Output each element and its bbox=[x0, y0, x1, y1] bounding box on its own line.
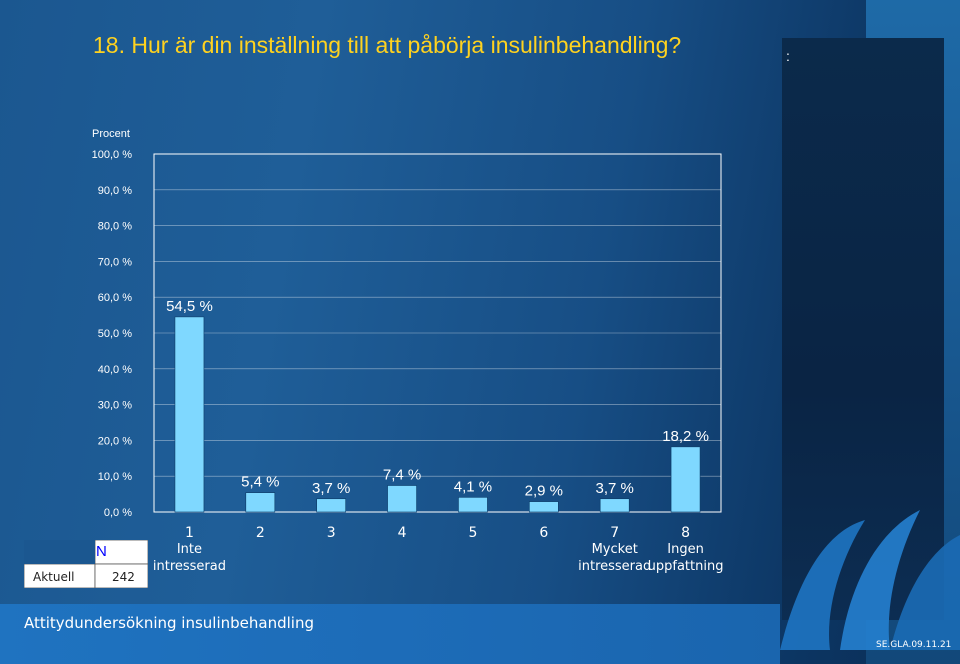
y-tick-label: 0,0 % bbox=[104, 507, 132, 519]
data-label: 54,5 % bbox=[166, 298, 213, 315]
y-axis-title: Procent bbox=[92, 128, 130, 140]
x-tick-label: 1 bbox=[185, 525, 194, 541]
y-tick-label: 100,0 % bbox=[92, 149, 133, 161]
x-tick-label: 2 bbox=[256, 525, 265, 541]
x-tick-label: 3 bbox=[327, 525, 336, 541]
bars bbox=[174, 316, 701, 513]
y-tick-label: 70,0 % bbox=[98, 256, 132, 268]
data-label: 3,7 % bbox=[596, 480, 634, 497]
x-tick-label: 8 bbox=[681, 525, 690, 541]
n-table-header: N bbox=[96, 543, 107, 560]
bar bbox=[316, 498, 346, 513]
x-tick-labels: 1 2 3 4 5 6 7 8 bbox=[185, 525, 690, 541]
y-tick-label: 30,0 % bbox=[98, 400, 132, 412]
x-tick-label: 5 bbox=[468, 525, 477, 541]
decorative-petals bbox=[780, 510, 960, 650]
y-tick-label: 40,0 % bbox=[98, 364, 132, 376]
footer-title: Attitydundersökning insulinbehandling bbox=[24, 614, 314, 632]
data-label: 18,2 % bbox=[662, 428, 709, 445]
x-tick-sublabel: Mycket intresserad bbox=[578, 542, 651, 574]
data-label: 5,4 % bbox=[241, 474, 279, 491]
x-tick-label: 7 bbox=[610, 525, 619, 541]
data-label: 4,1 % bbox=[454, 478, 492, 495]
y-tick-label: 90,0 % bbox=[98, 185, 132, 197]
x-tick-label: 4 bbox=[398, 525, 407, 541]
x-tick-label: 6 bbox=[539, 525, 548, 541]
bar bbox=[174, 316, 205, 513]
footer-code: SE.GLA.09.11.21 bbox=[876, 640, 952, 650]
y-tick-label: 20,0 % bbox=[98, 435, 132, 447]
bar bbox=[670, 446, 701, 513]
y-tick-labels: 0,0 % 10,0 % 20,0 % 30,0 % 40,0 % 50,0 % 60,0 … bbox=[92, 149, 133, 519]
data-labels: 54,5 % 5,4 % 3,7 % 7,4 % 4,1 % 2,9 % 3,7 % 18,2… bbox=[166, 298, 709, 500]
x-tick-sublabel: Inte intresserad bbox=[153, 542, 226, 574]
footer-bar bbox=[0, 604, 780, 664]
y-tick-label: 60,0 % bbox=[98, 292, 132, 304]
bar bbox=[245, 492, 276, 513]
corner-mark: : bbox=[786, 48, 790, 64]
plot-frame bbox=[153, 153, 722, 513]
data-label: 7,4 % bbox=[383, 467, 421, 484]
y-tick-label: 10,0 % bbox=[98, 471, 132, 483]
bar bbox=[529, 501, 559, 513]
n-table-value: 242 bbox=[112, 570, 135, 584]
data-label: 3,7 % bbox=[312, 480, 350, 497]
bar bbox=[599, 498, 630, 513]
n-table bbox=[24, 540, 148, 588]
n-table-row-label: Aktuell bbox=[33, 570, 75, 584]
y-tick-label: 80,0 % bbox=[98, 221, 132, 233]
data-label: 2,9 % bbox=[525, 483, 563, 500]
bar bbox=[458, 497, 488, 513]
gridlines bbox=[154, 189, 721, 477]
bar bbox=[387, 485, 417, 513]
x-tick-sublabel: Ingen uppfattning bbox=[648, 542, 724, 574]
slide-title: 18. Hur är din inställning till att påbö… bbox=[93, 32, 682, 58]
y-tick-label: 50,0 % bbox=[98, 328, 132, 340]
